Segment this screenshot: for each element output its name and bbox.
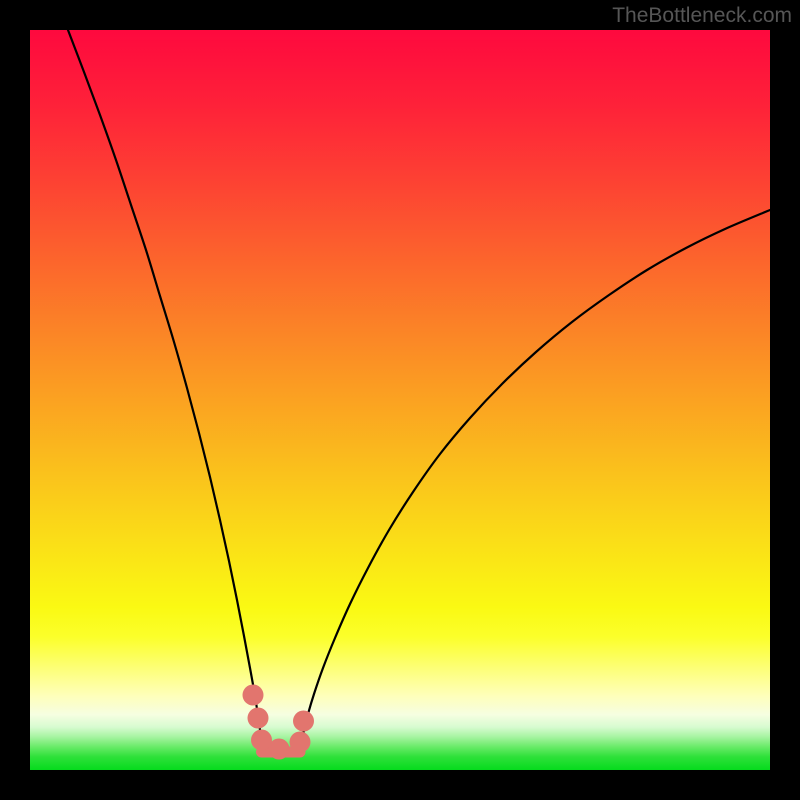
trough-marker xyxy=(248,708,269,729)
bottleneck-chart xyxy=(0,0,800,800)
chart-stage: TheBottleneck.com xyxy=(0,0,800,800)
gradient-panel xyxy=(30,30,770,770)
watermark-text: TheBottleneck.com xyxy=(612,4,792,28)
trough-marker xyxy=(269,739,290,760)
trough-marker xyxy=(243,685,264,706)
trough-marker xyxy=(290,732,311,753)
trough-marker xyxy=(293,711,314,732)
